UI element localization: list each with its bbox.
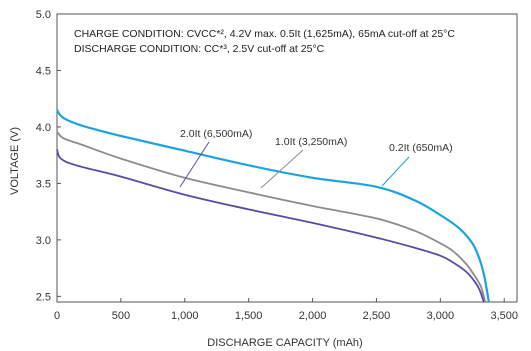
y-tick-label: 4.0 xyxy=(36,122,51,134)
discharge-condition-text: DISCHARGE CONDITION: CC*³, 2.5V cut-off … xyxy=(74,43,325,55)
y-tick-label: 3.5 xyxy=(36,178,51,190)
series-line-1-0it xyxy=(56,130,486,303)
series-label: 2.0It (6,500mA) xyxy=(180,128,252,140)
x-tick-label: 2,000 xyxy=(299,310,327,322)
y-axis-ticks: 2.5 3.0 3.5 4.0 4.5 5.0 xyxy=(36,9,61,303)
x-tick-label: 500 xyxy=(112,310,130,322)
charge-condition-text: CHARGE CONDITION: CVCC*², 4.2V max. 0.5I… xyxy=(74,28,455,40)
x-tick-label: 2,500 xyxy=(363,310,391,322)
series-label-leader xyxy=(260,149,304,189)
series-line-0-2it xyxy=(56,109,490,303)
x-tick-label: 0 xyxy=(54,310,60,322)
series-labels: 2.0It (6,500mA) 1.0It (3,250mA) 0.2It (650… xyxy=(179,128,453,189)
y-tick-label: 5.0 xyxy=(36,9,51,21)
y-tick-label: 4.5 xyxy=(36,65,51,77)
x-axis-title: DISCHARGE CAPACITY (mAh) xyxy=(207,337,362,349)
y-tick-label: 3.0 xyxy=(36,235,51,247)
x-tick-label: 1,000 xyxy=(171,310,199,322)
series-line-2-0it xyxy=(56,149,485,303)
y-tick-label: 2.5 xyxy=(36,291,51,303)
series-label-leader xyxy=(381,156,410,187)
plot-border xyxy=(56,13,518,303)
x-tick-label: 1,500 xyxy=(235,310,263,322)
series-label-leader xyxy=(179,141,210,188)
plot-area xyxy=(56,13,518,303)
y-axis-title: VOLTAGE (V) xyxy=(9,127,21,195)
series-lines xyxy=(56,109,490,303)
series-label: 0.2It (650mA) xyxy=(389,142,453,154)
x-tick-label: 3,500 xyxy=(490,310,518,322)
condition-annotations: CHARGE CONDITION: CVCC*², 4.2V max. 0.5I… xyxy=(74,28,455,55)
series-label: 1.0It (3,250mA) xyxy=(275,136,347,148)
x-tick-label: 3,000 xyxy=(427,310,455,322)
x-axis-ticks: 0 500 1,000 1,500 2,000 2,500 3,000 3,500 xyxy=(54,298,518,322)
